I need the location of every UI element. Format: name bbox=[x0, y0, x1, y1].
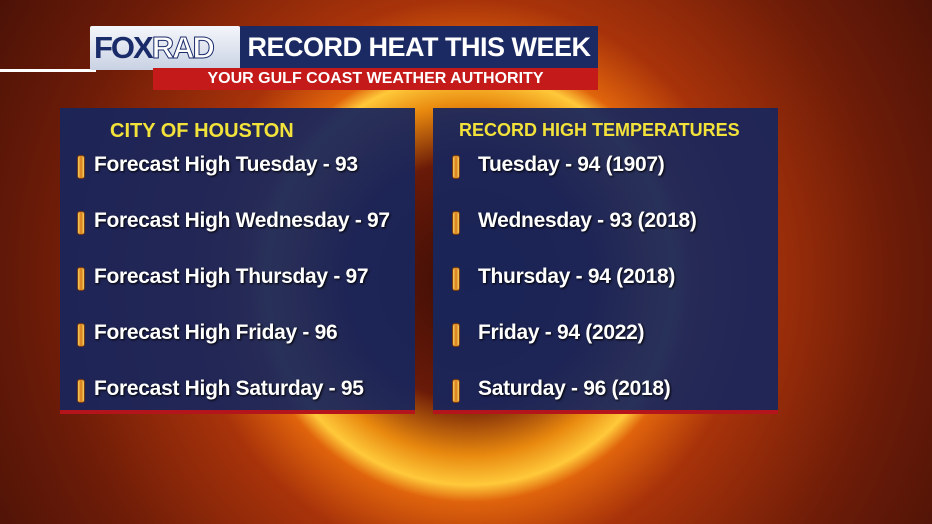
title: RECORD HEAT THIS WEEK bbox=[240, 26, 598, 68]
divider-line bbox=[0, 69, 96, 72]
panel-title: CITY OF HOUSTON bbox=[110, 120, 294, 142]
thermometer-icon bbox=[77, 155, 85, 179]
logo-text: RAD bbox=[151, 30, 215, 66]
thermometer-icon bbox=[77, 379, 85, 403]
thermometer-icon bbox=[77, 211, 85, 235]
subtitle: YOUR GULF COAST WEATHER AUTHORITY bbox=[153, 68, 598, 90]
panel-title: RECORD HIGH TEMPERATURES bbox=[459, 120, 740, 140]
panel: RECORD HIGH TEMPERATURES Tuesday - 94 (19… bbox=[433, 108, 778, 414]
list-item: Forecast High Thursday - 97 bbox=[94, 265, 369, 288]
thermometer-icon bbox=[77, 267, 85, 291]
list-item: Forecast High Wednesday - 97 bbox=[94, 209, 390, 232]
list-item: Wednesday - 93 (2018) bbox=[478, 209, 697, 232]
thermometer-icon bbox=[77, 323, 85, 347]
list-item: Forecast High Saturday - 95 bbox=[94, 377, 364, 400]
list-item: Forecast High Tuesday - 93 bbox=[94, 153, 358, 176]
list-item: Forecast High Friday - 96 bbox=[94, 321, 338, 344]
logo-text: FOX bbox=[94, 30, 154, 65]
list-item: Friday - 94 (2022) bbox=[478, 321, 645, 344]
list-item: Saturday - 96 (2018) bbox=[478, 377, 671, 400]
thermometer-icon bbox=[452, 155, 460, 179]
thermometer-icon bbox=[452, 379, 460, 403]
thermometer-icon bbox=[452, 267, 460, 291]
logo: FOXRAD bbox=[90, 26, 240, 70]
list-item: Tuesday - 94 (1907) bbox=[478, 153, 665, 176]
panel: CITY OF HOUSTON Forecast High Tuesday - 9… bbox=[60, 108, 415, 414]
list-item: Thursday - 94 (2018) bbox=[478, 265, 676, 288]
thermometer-icon bbox=[452, 211, 460, 235]
thermometer-icon bbox=[452, 323, 460, 347]
